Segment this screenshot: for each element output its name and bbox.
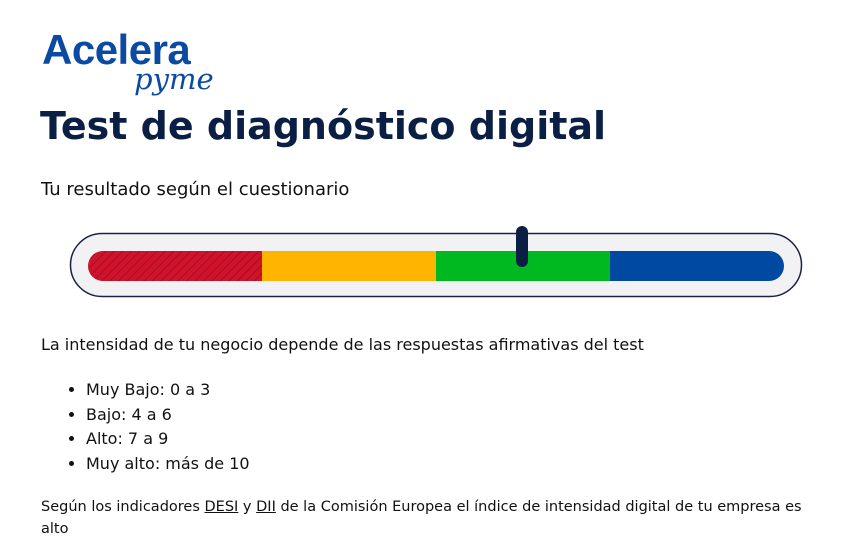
footer-text: Según los indicadores DESI y DII de la C…	[41, 496, 831, 540]
dii-link[interactable]: DII	[256, 499, 276, 515]
segment-very-high	[610, 251, 784, 281]
text: de la Comisión Europea el índice de inte…	[41, 499, 802, 537]
level-item: Bajo: 4 a 6	[86, 403, 250, 428]
subtitle: Tu resultado según el cuestionario	[41, 179, 350, 200]
text: y	[238, 499, 257, 515]
level-item: Muy Bajo: 0 a 3	[86, 378, 250, 403]
segment-very-low	[88, 251, 262, 281]
gauge	[69, 226, 803, 298]
logo: Acelera	[42, 26, 191, 73]
level-item: Muy alto: más de 10	[86, 452, 250, 477]
segment-low	[262, 251, 436, 281]
desi-link[interactable]: DESI	[204, 499, 239, 515]
levels-list: Muy Bajo: 0 a 3 Bajo: 4 a 6 Alto: 7 a 9 …	[68, 378, 250, 476]
intro-text: La intensidad de tu negocio depende de l…	[41, 335, 644, 354]
level-item: Alto: 7 a 9	[86, 427, 250, 452]
logo-sub: pyme	[134, 62, 214, 96]
title: Test de diagnóstico digital	[40, 104, 607, 148]
text: Según los indicadores	[41, 499, 205, 515]
gauge-marker	[516, 226, 528, 267]
